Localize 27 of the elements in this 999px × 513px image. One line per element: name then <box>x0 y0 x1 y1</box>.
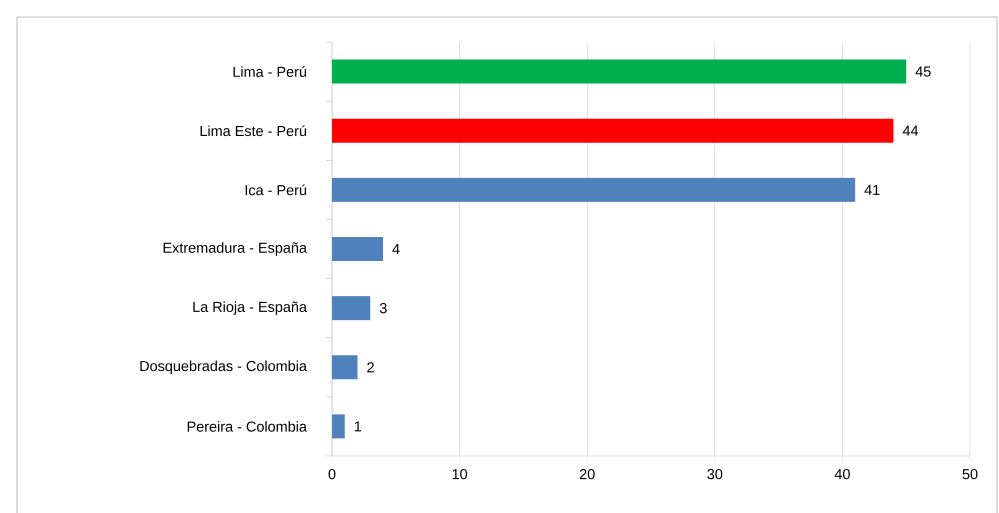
bar <box>332 414 345 438</box>
data-label: 2 <box>367 362 374 372</box>
x-tick-label: 10 <box>452 469 468 480</box>
bar <box>332 118 894 143</box>
y-tick-label: Extremadura - España <box>164 242 307 256</box>
data-label: 44 <box>902 126 918 136</box>
x-tick-label: 30 <box>707 469 722 480</box>
bar <box>332 178 856 202</box>
data-label: 4 <box>392 244 400 254</box>
y-tick-label: Ica - Perú <box>246 184 306 196</box>
y-tick-label: Dosquebradas - Colombia <box>140 360 307 374</box>
data-label: 3 <box>380 303 387 314</box>
bar <box>332 60 906 84</box>
x-tick-label: 50 <box>962 469 978 480</box>
data-label: 45 <box>916 66 931 77</box>
bar <box>332 236 384 261</box>
data-label: 1 <box>354 421 362 432</box>
bar <box>332 355 358 380</box>
x-tick-label: 0 <box>328 469 336 480</box>
data-label: 41 <box>864 184 880 195</box>
y-tick-label: La Rioja - España <box>193 301 307 315</box>
bar <box>332 296 370 320</box>
y-tick-label: Lima Este - Perú <box>200 125 306 136</box>
x-tick-label: 20 <box>580 469 595 480</box>
x-tick-label: 40 <box>834 469 850 480</box>
y-tick-label: Pereira - Colombia <box>188 421 307 432</box>
y-tick-label: Lima - Perú <box>234 66 306 77</box>
